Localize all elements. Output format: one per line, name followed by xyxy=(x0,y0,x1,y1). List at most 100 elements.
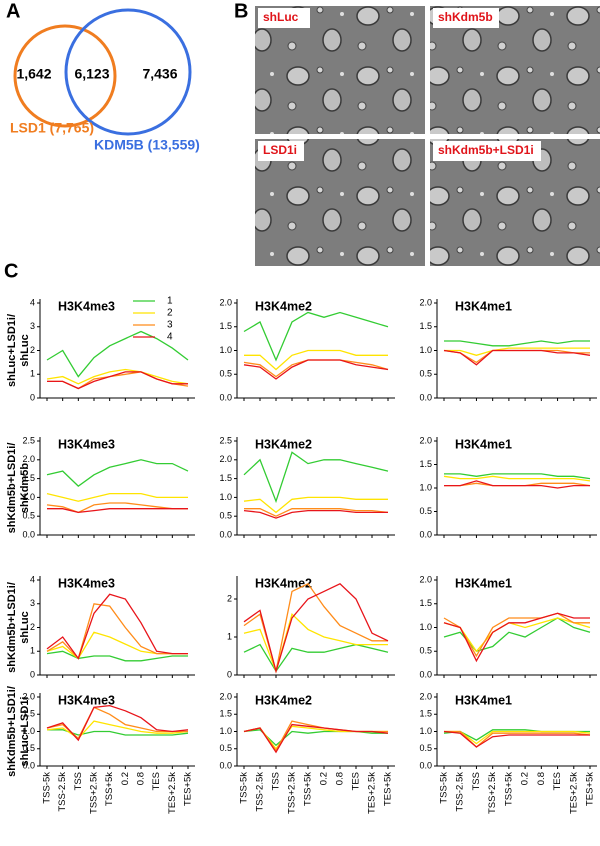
venn-label: LSD1 (7,765) xyxy=(10,120,94,136)
label-box xyxy=(433,141,541,161)
y-tick-label: 1.5 xyxy=(219,709,232,719)
y-tick-label: 1 xyxy=(30,646,35,656)
series-line xyxy=(443,617,591,653)
venn-circle xyxy=(64,8,192,136)
series-line xyxy=(243,582,388,672)
label-box xyxy=(258,141,304,161)
x-tick-label: TSS xyxy=(271,772,282,790)
y-tick-label: 1.5 xyxy=(219,321,232,331)
x-tick-label: TES xyxy=(351,772,362,790)
venn-count: 6,123 xyxy=(74,66,109,82)
row-label: shLuc+LSD1i xyxy=(19,697,31,767)
image-label: shKdm5b xyxy=(438,10,493,24)
y-tick-label: 0.5 xyxy=(22,511,35,521)
y-tick-label: 1 xyxy=(30,369,35,379)
y-tick-label: 0.5 xyxy=(419,743,432,753)
y-tick-label: 1.5 xyxy=(419,459,432,469)
chart-title: H3K4me2 xyxy=(255,693,312,707)
y-tick-label: 1.0 xyxy=(419,345,432,355)
series-line xyxy=(46,593,188,660)
chart-title: H3K4me3 xyxy=(58,576,115,590)
legend-label: 2 xyxy=(167,308,173,319)
series-line xyxy=(46,603,188,660)
image-label: LSD1i xyxy=(263,143,297,157)
x-tick-label: 0.8 xyxy=(536,772,547,785)
series-line xyxy=(243,723,389,754)
chart-title: H3K4me3 xyxy=(58,693,115,707)
x-tick-label: TES+5k xyxy=(383,772,394,806)
x-tick-label: TSS+5k xyxy=(104,772,115,806)
x-tick-label: TSS xyxy=(73,772,84,790)
series-line xyxy=(243,509,388,519)
y-tick-label: 0.5 xyxy=(219,743,232,753)
series-line xyxy=(243,359,389,380)
x-tick-label: TSS-2.5k xyxy=(57,772,68,812)
row-label: shKdm5b+LSD1i/ xyxy=(6,686,18,777)
series-line xyxy=(443,730,590,748)
y-tick-label: 1.5 xyxy=(419,321,432,331)
y-tick-label: 1.5 xyxy=(219,473,232,483)
y-tick-label: 0.0 xyxy=(219,392,232,402)
x-tick-label: TES+2.5k xyxy=(568,772,579,814)
y-tick-label: 0 xyxy=(227,669,232,679)
venn-count: 7,436 xyxy=(142,66,177,82)
x-tick-label: TSS-5k xyxy=(239,772,250,804)
y-tick-label: 2 xyxy=(227,593,232,603)
y-tick-label: 4 xyxy=(30,297,35,307)
y-tick-label: 1.0 xyxy=(22,726,35,736)
series-line xyxy=(243,496,388,514)
y-tick-label: 2.0 xyxy=(419,574,432,584)
series-line xyxy=(243,359,389,378)
chart-title: H3K4me1 xyxy=(455,576,512,590)
panel-label: B xyxy=(234,0,248,22)
image-label: shKdm5b+LSD1i xyxy=(438,143,534,157)
series-line xyxy=(444,347,590,356)
x-tick-label: 0.2 xyxy=(120,772,131,785)
x-tick-label: 0.8 xyxy=(136,772,147,785)
series-line xyxy=(46,650,188,662)
y-tick-label: 2.0 xyxy=(219,297,232,307)
series-line xyxy=(46,492,188,502)
x-tick-label: TES xyxy=(552,772,563,790)
y-tick-label: 2.5 xyxy=(219,435,232,445)
y-tick-label: 0.0 xyxy=(22,529,35,539)
chart-title: H3K4me1 xyxy=(455,693,512,707)
x-tick-label: 0.8 xyxy=(335,772,346,785)
x-tick-label: TES+2.5k xyxy=(167,772,178,814)
row-label: shLuc xyxy=(19,334,31,366)
label-box xyxy=(433,8,499,28)
series-line xyxy=(46,502,188,514)
legend-label: 1 xyxy=(167,296,173,307)
y-tick-label: 0.0 xyxy=(219,529,232,539)
series-line xyxy=(46,720,189,740)
x-tick-label: 0.2 xyxy=(319,772,330,785)
y-tick-label: 0.0 xyxy=(419,669,432,679)
y-tick-label: 2.0 xyxy=(419,297,432,307)
y-tick-label: 0.0 xyxy=(219,760,232,770)
x-tick-label: TSS+5k xyxy=(303,772,314,806)
venn-count: 1,642 xyxy=(16,66,51,82)
y-tick-label: 1.0 xyxy=(419,726,432,736)
series-line xyxy=(46,368,189,385)
x-tick-label: TSS-2.5k xyxy=(455,772,466,812)
series-line xyxy=(444,340,590,347)
y-tick-label: 3 xyxy=(30,598,35,608)
x-tick-label: TSS xyxy=(471,772,482,790)
x-tick-label: TES xyxy=(151,772,162,790)
y-tick-label: 1.0 xyxy=(219,492,232,502)
x-tick-label: 0.2 xyxy=(520,772,531,785)
panel-label: C xyxy=(4,260,18,282)
series-line xyxy=(443,349,591,366)
y-tick-label: 2 xyxy=(30,622,35,632)
series-line xyxy=(443,612,590,658)
y-tick-label: 0.5 xyxy=(419,646,432,656)
y-tick-label: 2.0 xyxy=(219,691,232,701)
y-tick-label: 0.0 xyxy=(419,760,432,770)
y-tick-label: 2.0 xyxy=(419,691,432,701)
chart-title: H3K4me3 xyxy=(58,437,115,451)
y-tick-label: 0.5 xyxy=(219,369,232,379)
series-line xyxy=(443,612,590,663)
image-label: shLuc xyxy=(263,10,299,24)
x-tick-label: TES+2.5k xyxy=(367,772,378,814)
